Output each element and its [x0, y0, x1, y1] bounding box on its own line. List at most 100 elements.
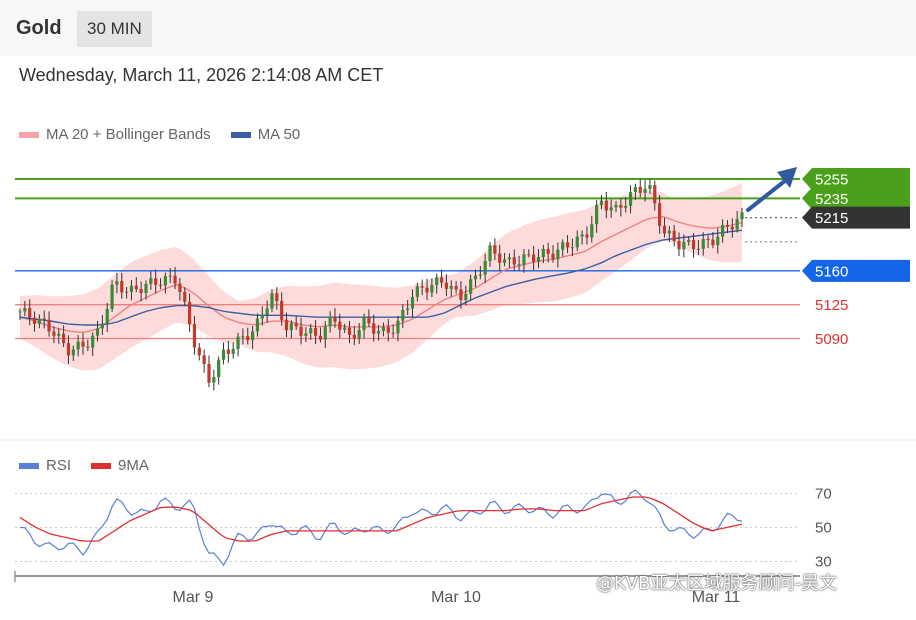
- candle-body: [517, 264, 521, 266]
- candle-body: [643, 188, 647, 193]
- candle-body: [158, 284, 163, 286]
- legend-label-rsi: RSI: [46, 457, 72, 474]
- candle-body: [454, 285, 458, 290]
- candle-body: [633, 187, 637, 193]
- candle-body: [667, 230, 671, 234]
- candle-body: [725, 224, 730, 227]
- candle-body: [313, 328, 318, 336]
- price-tag-label-5090: 5090: [815, 331, 848, 348]
- trend-arrow-shaft: [746, 178, 788, 212]
- price-tag-label-5125: 5125: [815, 297, 848, 314]
- candle-body: [280, 301, 284, 320]
- rsi-9ma-line: [19, 496, 743, 542]
- legend-label-ma50: MA 50: [257, 126, 301, 143]
- candle-body: [299, 326, 303, 336]
- candle-body: [144, 283, 148, 294]
- candle-body: [478, 274, 482, 276]
- candle-body: [420, 286, 424, 288]
- candle-body: [134, 285, 138, 290]
- candle-body: [498, 253, 502, 263]
- header-bar: Gold 30 MIN: [0, 0, 916, 56]
- candle-body: [386, 327, 390, 333]
- ma50-line: [19, 229, 743, 326]
- candle-body: [687, 239, 691, 242]
- candle-body: [565, 242, 570, 248]
- candle-body: [691, 239, 696, 250]
- candle-body: [250, 331, 255, 341]
- candle-body: [609, 207, 613, 211]
- candle-body: [212, 377, 216, 383]
- candle-body: [91, 335, 95, 348]
- candle-body: [546, 249, 550, 254]
- instrument-title: Gold: [16, 17, 62, 39]
- candle-body: [221, 349, 226, 360]
- candle-body: [76, 341, 80, 350]
- candle-body: [493, 245, 497, 254]
- candle-body: [740, 212, 744, 220]
- candle-body: [522, 254, 526, 265]
- candle-body: [183, 291, 187, 302]
- candle-body: [677, 240, 681, 250]
- candle-body: [100, 323, 104, 329]
- candle-body: [406, 308, 410, 310]
- candle-body: [178, 283, 182, 292]
- candle-body: [120, 281, 124, 293]
- candle-body: [192, 324, 197, 348]
- candle-body: [265, 308, 269, 315]
- candle-body: [241, 336, 245, 338]
- price-tag-label-5255: 5255: [815, 172, 848, 189]
- price-tag-label-5235: 5235: [815, 191, 848, 208]
- candle-body: [527, 254, 531, 256]
- candle-body: [706, 238, 710, 240]
- candle-body: [62, 333, 66, 344]
- timeframe-badge[interactable]: 30 MIN: [77, 11, 152, 47]
- legend-label-9ma: 9MA: [118, 457, 149, 474]
- legend-label-ma20: MA 20 + Bollinger Bands: [46, 126, 211, 143]
- candle-body: [449, 285, 453, 289]
- candle-body: [638, 187, 642, 193]
- candle-body: [376, 330, 381, 334]
- candle-body: [202, 355, 206, 365]
- legend-item-rsi: RSI: [19, 457, 71, 474]
- candle-body: [255, 318, 260, 332]
- candle-body: [580, 234, 584, 237]
- candle-body: [105, 308, 109, 324]
- candle-body: [502, 259, 507, 263]
- candle-body: [507, 257, 512, 260]
- candle-body: [599, 200, 604, 206]
- candle-body: [604, 200, 608, 211]
- x-tick-label-1: Mar 10: [431, 589, 481, 606]
- candle-body: [32, 317, 37, 324]
- price-tag-5255: [802, 168, 910, 190]
- candle-body: [672, 230, 676, 241]
- candle-body: [163, 276, 167, 286]
- candle-body: [551, 253, 555, 260]
- candle-body: [110, 284, 114, 309]
- candle-body: [284, 319, 289, 331]
- legend-swatch-9ma: [91, 462, 112, 469]
- candle-body: [401, 309, 405, 321]
- candle-body: [66, 343, 71, 356]
- candle-body: [415, 286, 419, 297]
- candle-body: [338, 321, 342, 330]
- candle-body: [304, 333, 308, 336]
- legend-swatch-ma20: [19, 131, 39, 138]
- candle-body: [37, 318, 41, 324]
- candle-body: [381, 327, 386, 331]
- candle-body: [139, 289, 143, 294]
- candle-body: [231, 348, 235, 354]
- candle-body: [721, 224, 725, 237]
- candle-body: [396, 320, 400, 334]
- candle-body: [619, 204, 623, 208]
- candle-body: [187, 301, 192, 325]
- candle-body: [711, 239, 715, 246]
- legend-swatch-ma50: [230, 131, 251, 138]
- ma20-line: [19, 215, 743, 334]
- candle-body: [289, 323, 293, 331]
- candle-body: [275, 293, 279, 302]
- candle-body: [149, 278, 153, 284]
- candle-body: [391, 332, 395, 334]
- candle-body: [590, 224, 594, 238]
- price-tag-5160: [802, 259, 910, 282]
- candle-body: [129, 285, 134, 292]
